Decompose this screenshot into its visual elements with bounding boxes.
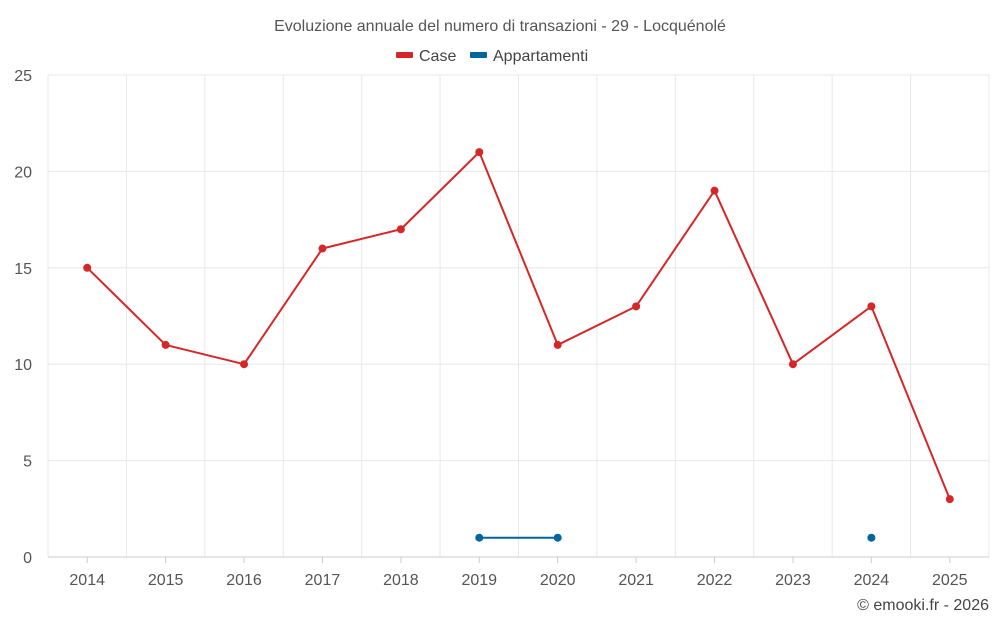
y-tick-label: 5 bbox=[23, 454, 32, 471]
legend-item-appartamenti[interactable]: Appartamenti bbox=[470, 48, 588, 65]
series-line-case bbox=[86, 151, 951, 500]
x-tick-label: 2020 bbox=[540, 572, 576, 589]
y-tick-label: 10 bbox=[14, 357, 32, 374]
y-tick-label: 25 bbox=[14, 68, 32, 85]
x-tick-label: 2015 bbox=[148, 572, 184, 589]
data-point-case[interactable] bbox=[396, 225, 405, 234]
x-tick-label: 2016 bbox=[226, 572, 262, 589]
data-point-case[interactable] bbox=[318, 244, 327, 253]
data-point-case[interactable] bbox=[788, 360, 797, 369]
y-tick-label: 0 bbox=[23, 550, 32, 567]
y-tick-label: 20 bbox=[14, 164, 32, 181]
series bbox=[83, 148, 954, 542]
x-tick-label: 2024 bbox=[854, 572, 890, 589]
data-point-case[interactable] bbox=[632, 302, 641, 311]
legend-item-case[interactable]: Case bbox=[396, 48, 456, 65]
legend-label-case: Case bbox=[419, 48, 456, 65]
legend-swatch-appartamenti bbox=[470, 52, 487, 58]
data-point-case[interactable] bbox=[710, 186, 719, 195]
data-point-case[interactable] bbox=[553, 340, 562, 349]
x-tick-label: 2022 bbox=[697, 572, 733, 589]
data-point-case[interactable] bbox=[240, 360, 249, 369]
y-tick-label: 15 bbox=[14, 261, 32, 278]
data-point-appartamenti[interactable] bbox=[867, 533, 876, 542]
data-point-appartamenti[interactable] bbox=[475, 533, 484, 542]
data-point-appartamenti[interactable] bbox=[553, 533, 562, 542]
data-point-case[interactable] bbox=[945, 495, 954, 504]
data-point-case[interactable] bbox=[161, 340, 170, 349]
chart-title: Evoluzione annuale del numero di transaz… bbox=[274, 18, 726, 35]
legend-label-appartamenti: Appartamenti bbox=[493, 48, 588, 65]
x-tick-label: 2025 bbox=[932, 572, 968, 589]
x-tick-label: 2018 bbox=[383, 572, 419, 589]
grid bbox=[47, 74, 990, 557]
data-point-case[interactable] bbox=[867, 302, 876, 311]
series-case bbox=[83, 148, 954, 504]
x-tick-label: 2017 bbox=[305, 572, 341, 589]
x-tick-label: 2014 bbox=[69, 572, 105, 589]
legend-swatch-case bbox=[396, 52, 413, 58]
series-appartamenti bbox=[475, 533, 876, 542]
credit-text: © emooki.fr - 2026 bbox=[857, 597, 989, 614]
data-point-case[interactable] bbox=[83, 263, 92, 272]
x-tick-label: 2019 bbox=[461, 572, 497, 589]
x-tick-label: 2023 bbox=[775, 572, 811, 589]
x-tick-label: 2021 bbox=[618, 572, 654, 589]
legend: Case Appartamenti bbox=[396, 48, 588, 65]
data-point-case[interactable] bbox=[475, 148, 484, 157]
